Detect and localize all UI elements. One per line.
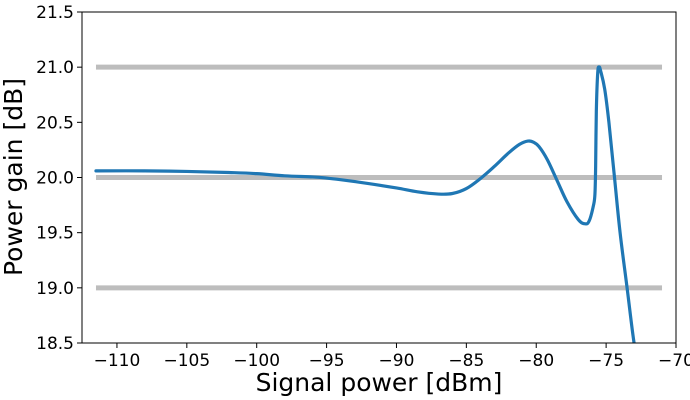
x-tick-label: −105 bbox=[163, 351, 210, 371]
y-axis: 18.5 19.0 19.5 20.0 20.5 21.0 21.5 bbox=[36, 3, 82, 354]
x-tick-label: −70 bbox=[658, 351, 690, 371]
x-tick-label: −85 bbox=[448, 351, 484, 371]
y-tick-label: 20.5 bbox=[36, 113, 74, 133]
y-tick-label: 18.5 bbox=[36, 334, 74, 354]
y-tick-label: 19.0 bbox=[36, 279, 74, 299]
x-tick-label: −95 bbox=[309, 351, 345, 371]
x-tick-label: −80 bbox=[518, 351, 554, 371]
x-tick-label: −90 bbox=[379, 351, 415, 371]
series-line-0 bbox=[94, 65, 636, 343]
x-tick-label: −75 bbox=[588, 351, 624, 371]
y-tick-label: 21.0 bbox=[36, 58, 74, 78]
y-tick-label: 21.5 bbox=[36, 3, 74, 23]
x-tick-label: −110 bbox=[94, 351, 141, 371]
y-tick-label: 20.0 bbox=[36, 169, 74, 189]
series-group bbox=[94, 65, 636, 343]
y-tick-label: 19.5 bbox=[36, 224, 74, 244]
x-tick-label: −100 bbox=[233, 351, 280, 371]
x-axis-label: Signal power [dBm] bbox=[256, 368, 503, 397]
x-axis: −110 −105 −100 −95 −90 −85 −80 −75 −70 bbox=[94, 343, 690, 371]
reference-lines bbox=[95, 64, 663, 291]
y-axis-label: Power gain [dB] bbox=[0, 78, 28, 276]
